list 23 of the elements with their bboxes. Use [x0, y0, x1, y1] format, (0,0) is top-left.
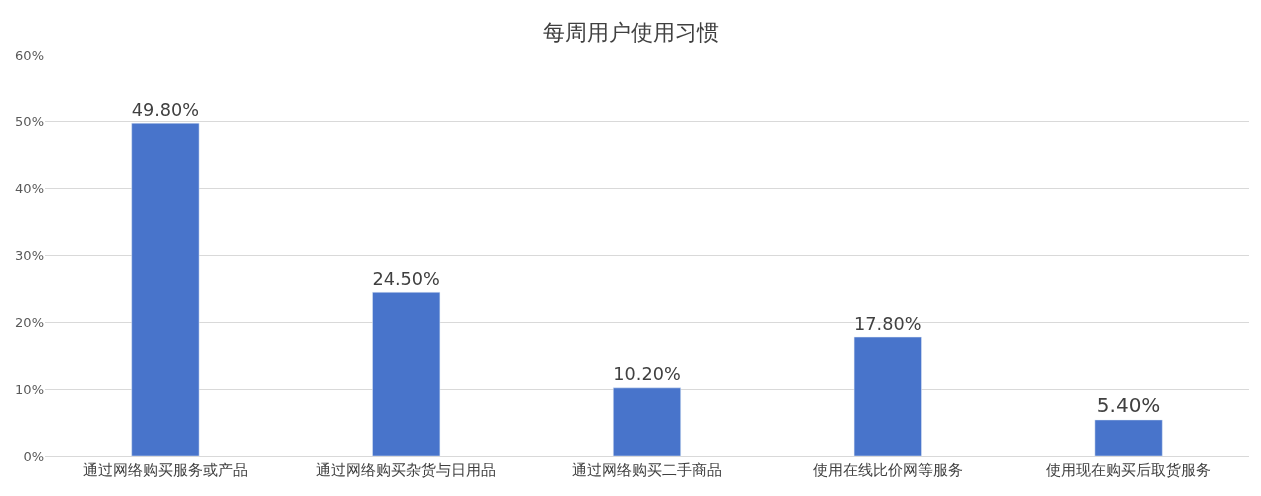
y-tick-label: 40% [15, 181, 44, 197]
y-tick-label: 10% [15, 381, 44, 397]
y-tick-label: 20% [15, 314, 44, 330]
data-label: 17.80% [854, 313, 922, 334]
chart-title: 每周用户使用习惯 [542, 20, 719, 46]
bar [613, 387, 681, 456]
x-tick-label: 使用现在购买后取货服务 [1046, 461, 1212, 479]
y-tick-label: 60% [15, 47, 44, 63]
data-label: 5.40% [1096, 392, 1161, 417]
bar [372, 292, 441, 456]
x-tick-label: 通过网络购买服务或产品 [82, 461, 248, 479]
bar [1094, 419, 1163, 456]
data-label: 24.50% [372, 268, 440, 289]
x-tick-label: 通过网络购买二手商品 [572, 461, 722, 479]
bar [131, 122, 200, 456]
data-label: 49.80% [131, 99, 200, 120]
bar [853, 336, 922, 456]
data-label: 10.20% [613, 364, 681, 385]
x-tick-label: 通过网络购买杂货与日用品 [316, 461, 497, 479]
y-tick-label: 50% [15, 114, 44, 130]
x-tick-label: 使用在线比价网等服务 [812, 461, 963, 479]
y-tick-label: 30% [15, 248, 44, 264]
y-tick-label: 0% [23, 448, 44, 464]
